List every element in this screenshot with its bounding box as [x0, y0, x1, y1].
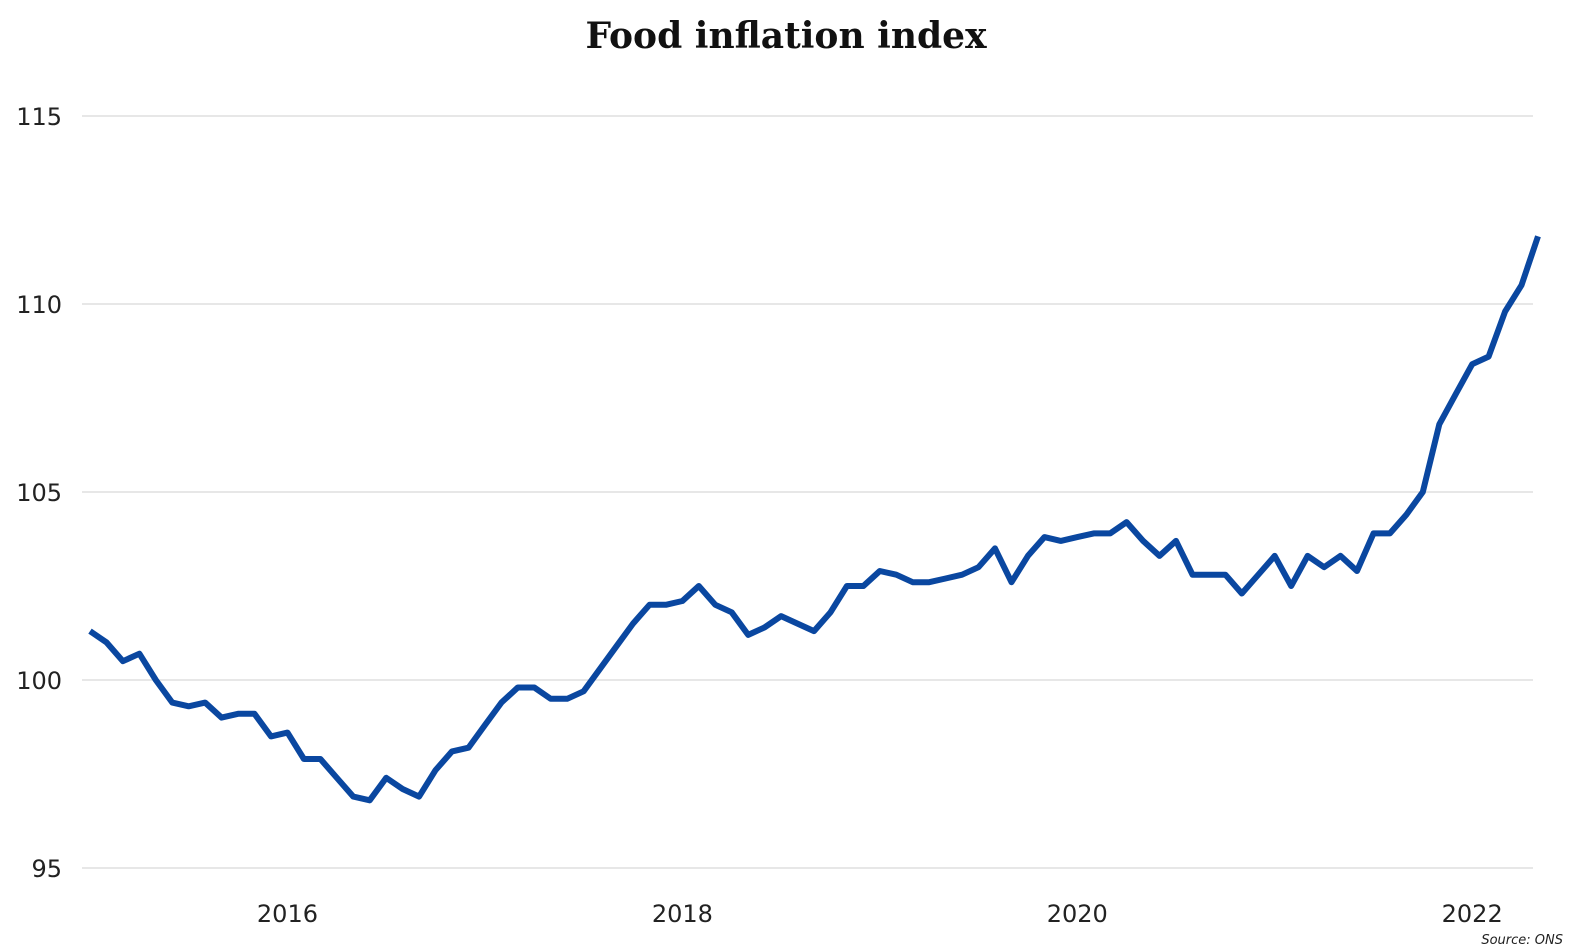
source-note: Source: ONS	[1481, 933, 1563, 948]
y-tick-label: 115	[16, 103, 62, 131]
y-tick-label: 95	[31, 855, 62, 883]
x-tick-label: 2020	[1047, 900, 1108, 928]
x-tick-label: 2018	[652, 900, 713, 928]
y-tick-label: 105	[16, 479, 62, 507]
x-tick-label: 2016	[257, 900, 318, 928]
x-tick-label: 2022	[1442, 900, 1503, 928]
y-tick-label: 100	[16, 667, 62, 695]
y-tick-label: 110	[16, 291, 62, 319]
chart-title: Food inflation index	[585, 15, 987, 57]
gridlines	[82, 115, 1533, 869]
series-line-0	[88, 235, 1541, 804]
series-layer	[88, 235, 1541, 804]
y-axis-tick-labels: 95 100 105 110 115	[16, 103, 62, 883]
x-axis-tick-labels: 2016 2018 2020 2022	[257, 900, 1503, 928]
